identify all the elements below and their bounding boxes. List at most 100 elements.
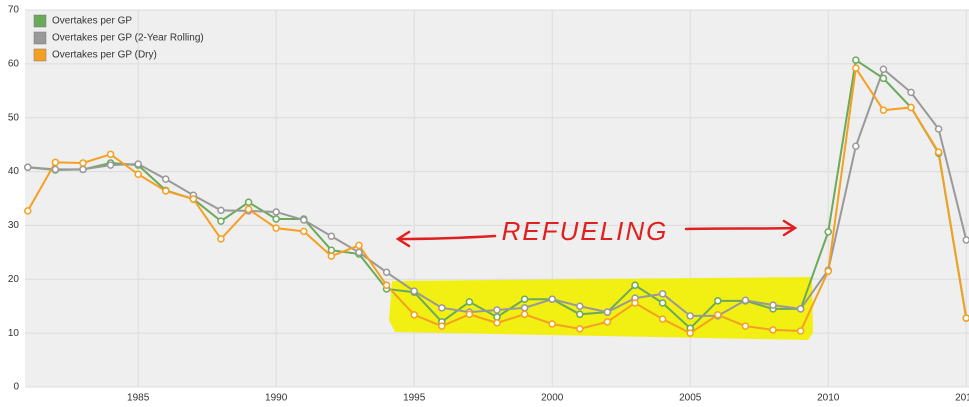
legend-label: Overtakes per GP xyxy=(52,16,132,27)
y-tick-label: 10 xyxy=(8,328,20,339)
data-point xyxy=(438,304,446,312)
legend-swatch xyxy=(33,31,47,45)
x-tick-label: 2010 xyxy=(817,393,840,404)
data-point xyxy=(686,312,694,320)
data-point xyxy=(465,310,474,319)
data-point xyxy=(272,224,280,232)
data-point xyxy=(714,311,722,319)
data-point xyxy=(217,235,225,243)
data-point xyxy=(907,103,915,112)
data-point xyxy=(355,241,363,250)
data-point xyxy=(272,208,280,216)
data-point xyxy=(24,163,32,172)
data-point xyxy=(24,207,32,215)
data-point xyxy=(493,306,501,314)
data-point xyxy=(244,205,253,214)
data-point xyxy=(576,325,584,333)
data-point xyxy=(962,314,969,322)
data-point xyxy=(382,268,391,277)
data-point xyxy=(934,125,943,133)
data-point xyxy=(493,313,501,321)
data-point xyxy=(576,310,584,319)
annotation-arrows xyxy=(395,219,798,248)
legend-label: Overtakes per GP (2-Year Rolling) xyxy=(52,33,204,44)
data-point xyxy=(962,236,969,244)
arrow-left-head xyxy=(395,230,411,248)
data-point xyxy=(300,216,308,224)
data-point xyxy=(410,311,418,319)
data-point xyxy=(382,281,391,289)
data-point xyxy=(79,165,87,174)
arrow-left xyxy=(398,234,497,241)
data-point xyxy=(686,329,694,337)
data-point xyxy=(769,301,777,309)
data-point xyxy=(603,318,612,326)
data-point xyxy=(576,302,584,310)
data-point xyxy=(244,198,253,207)
x-tick-label: 2015 xyxy=(955,393,969,404)
data-point xyxy=(410,287,418,295)
data-point xyxy=(879,106,888,114)
x-tick-label: 1995 xyxy=(403,393,426,404)
y-tick-label: 20 xyxy=(8,274,20,285)
data-point xyxy=(327,232,336,240)
data-point xyxy=(796,327,805,335)
x-tick-label: 2000 xyxy=(541,393,564,404)
y-tick-label: 30 xyxy=(8,220,20,231)
legend-label: Overtakes per GP (Dry) xyxy=(52,50,157,61)
data-point xyxy=(852,142,860,151)
data-point xyxy=(465,298,474,306)
data-point xyxy=(548,295,556,303)
data-point xyxy=(162,175,170,183)
data-point xyxy=(741,322,750,330)
legend-swatch xyxy=(33,48,47,62)
data-point xyxy=(658,290,667,298)
data-point xyxy=(106,150,115,159)
data-point xyxy=(217,217,225,225)
highlight xyxy=(389,277,813,340)
data-point xyxy=(603,308,612,316)
data-point xyxy=(189,195,198,203)
y-tick-label: 70 xyxy=(8,5,20,16)
data-point xyxy=(355,248,363,257)
data-point xyxy=(327,252,336,260)
data-point xyxy=(879,65,888,73)
data-point xyxy=(327,246,336,254)
data-point xyxy=(51,158,60,167)
data-point xyxy=(658,299,667,307)
data-point xyxy=(520,304,529,312)
data-point xyxy=(741,296,750,305)
data-point xyxy=(852,56,860,64)
data-point xyxy=(272,215,280,223)
data-point xyxy=(548,320,556,328)
y-tick-label: 50 xyxy=(8,112,20,123)
annotation: REFUELING xyxy=(502,216,669,246)
data-point xyxy=(162,187,170,195)
data-point xyxy=(631,281,639,289)
data-point xyxy=(879,74,888,83)
data-point xyxy=(907,88,915,97)
data-point xyxy=(520,310,529,319)
y-tick-label: 60 xyxy=(8,58,20,69)
data-point xyxy=(769,326,777,334)
x-tick-label: 2005 xyxy=(679,393,702,404)
x-tick-label: 1985 xyxy=(127,393,150,404)
data-point xyxy=(217,206,225,215)
data-point xyxy=(106,161,115,169)
data-point xyxy=(134,170,142,179)
arrow-right-head xyxy=(782,219,798,237)
data-point xyxy=(934,148,943,156)
y-tick-label: 0 xyxy=(13,382,19,393)
data-point xyxy=(824,228,832,236)
data-point xyxy=(438,322,446,330)
data-point xyxy=(79,159,87,167)
legend-swatch xyxy=(33,14,47,28)
data-point xyxy=(824,267,832,275)
data-point xyxy=(300,227,308,236)
data-point xyxy=(852,64,860,72)
x-tick-label: 1990 xyxy=(265,393,288,404)
arrow-right xyxy=(684,226,795,231)
data-point xyxy=(631,299,639,307)
data-point xyxy=(714,297,722,305)
